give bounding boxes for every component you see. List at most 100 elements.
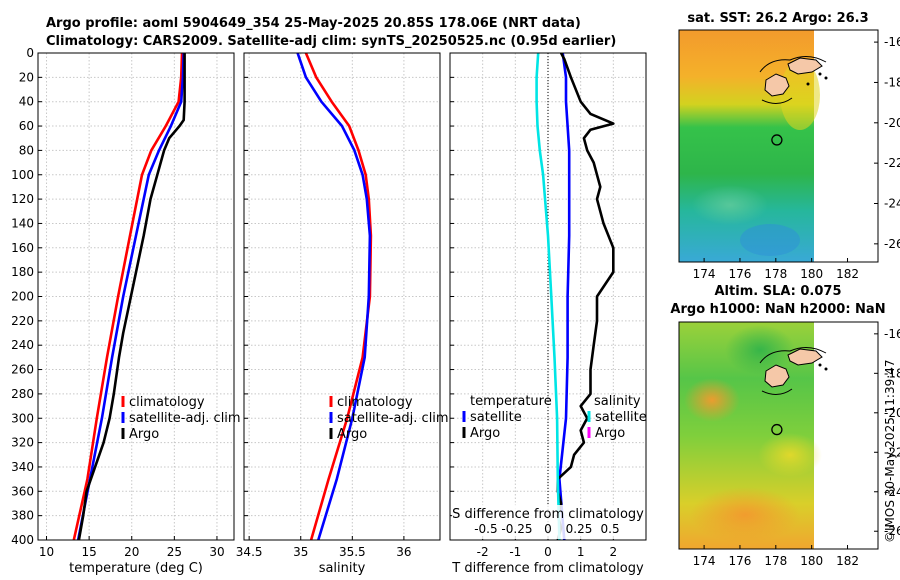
map-y-tick-label: -26 bbox=[884, 237, 900, 251]
map-x-tick-label: 178 bbox=[764, 554, 787, 568]
s-diff-tick-label: -0.25 bbox=[501, 522, 532, 536]
map-x-tick-label: 176 bbox=[729, 267, 752, 281]
map-x-tick-label: 174 bbox=[693, 554, 716, 568]
imos-timestamp: ©IMOS 30-May-2025 11:39:47 bbox=[883, 359, 897, 543]
argo-position-marker bbox=[771, 134, 783, 146]
series-line-climatology bbox=[72, 53, 184, 540]
temperature-legend: climatology satellite-adj. clim Argo bbox=[121, 395, 241, 442]
fiji-island bbox=[764, 364, 790, 388]
x-tick-label: 35.5 bbox=[339, 545, 366, 559]
map-y-tick-label: -16 bbox=[884, 327, 900, 341]
map-x-tick-label: 182 bbox=[836, 267, 859, 281]
y-tick-label: 0 bbox=[26, 46, 34, 60]
s-diff-tick-label: 0.5 bbox=[601, 522, 620, 536]
difference-panel: -2 -1 0 1 2 T difference from climatology bbox=[449, 52, 647, 576]
series-line-argo bbox=[77, 53, 186, 540]
map-sla-land bbox=[759, 347, 828, 395]
x-tick-label: 25 bbox=[167, 545, 182, 559]
series-line-satellite-adj-clim bbox=[296, 53, 372, 540]
y-tick-label: 300 bbox=[11, 411, 34, 425]
series-line-t-argo bbox=[556, 53, 615, 540]
map-sst-land bbox=[759, 56, 828, 104]
legend-label-s-argo: Argo bbox=[595, 426, 625, 441]
y-tick-label: 200 bbox=[11, 290, 34, 304]
y-tick-label: 160 bbox=[11, 241, 34, 255]
s-diff-ticks: -0.5 -0.25 0 0.25 0.5 bbox=[474, 522, 619, 536]
salinity-panel: 34.5 35 35.5 36 salinity bbox=[236, 52, 441, 576]
y-tick-label: 80 bbox=[19, 143, 34, 157]
map-y-tick-label: -20 bbox=[884, 406, 900, 420]
map-sla-title-line2: Argo h1000: NaN h2000: NaN bbox=[670, 302, 885, 317]
difference-legend: temperature salinity satellite Argo sate… bbox=[462, 394, 647, 441]
y-tick-label: 100 bbox=[11, 168, 34, 182]
series-line-climatology bbox=[304, 53, 373, 540]
map-sla-frame bbox=[678, 321, 879, 550]
map-y-tick-label: -18 bbox=[884, 366, 900, 380]
map-sla-title-line1: Altim. SLA: 0.075 bbox=[715, 284, 842, 299]
legend-title-salinity: salinity bbox=[594, 394, 641, 409]
x-tick-label: 2 bbox=[610, 545, 618, 559]
map-sst-anomaly bbox=[780, 60, 820, 130]
x-tick-label: -2 bbox=[477, 545, 489, 559]
salinity-legend: climatology satellite-adj. clim Argo bbox=[329, 395, 449, 442]
temperature-x-axis-label: temperature (deg C) bbox=[69, 561, 203, 576]
reef-outline bbox=[759, 56, 827, 73]
reef-outline bbox=[759, 347, 827, 364]
fiji-island bbox=[787, 57, 823, 75]
map-x-tick-label: 174 bbox=[693, 267, 716, 281]
map-sla: Altim. SLA: 0.075 Argo h1000: NaN h2000:… bbox=[670, 284, 900, 568]
map-sst: sat. SST: 26.2 Argo: 26.3 174 176 178 180 18… bbox=[678, 11, 900, 281]
y-tick-label: 60 bbox=[19, 119, 34, 133]
map-sst-frame bbox=[678, 29, 879, 263]
figure-title-line2: Climatology: CARS2009. Satellite-adj cli… bbox=[46, 34, 616, 49]
map-sla-anomaly bbox=[758, 433, 822, 477]
s-diff-label-backdrop bbox=[452, 505, 644, 539]
y-tick-label: 340 bbox=[11, 460, 34, 474]
map-x-tick-label: 180 bbox=[800, 554, 823, 568]
x-tick-label: -1 bbox=[509, 545, 521, 559]
x-tick-label: 20 bbox=[124, 545, 139, 559]
reef-outline bbox=[761, 388, 793, 395]
y-tick-label: 140 bbox=[11, 216, 34, 230]
map-sla-anomaly bbox=[684, 378, 740, 422]
legend-label-climatology: climatology bbox=[129, 395, 205, 410]
legend-label-climatology: climatology bbox=[337, 395, 413, 410]
x-tick-label: 34.5 bbox=[236, 545, 263, 559]
x-tick-label: 0 bbox=[544, 545, 552, 559]
series-line-s-satellite bbox=[535, 53, 561, 540]
map-sst-title: sat. SST: 26.2 Argo: 26.3 bbox=[687, 11, 868, 26]
y-tick-label: 180 bbox=[11, 265, 34, 279]
islet bbox=[818, 363, 822, 367]
y-tick-label: 280 bbox=[11, 387, 34, 401]
legend-label-t-argo: Argo bbox=[470, 426, 500, 441]
x-tick-label: 36 bbox=[396, 545, 411, 559]
map-y-tick-label: -24 bbox=[884, 196, 900, 210]
x-tick-label: 35 bbox=[293, 545, 308, 559]
map-x-tick-label: 178 bbox=[764, 267, 787, 281]
islet bbox=[824, 76, 828, 80]
islet bbox=[806, 82, 810, 86]
difference-x-axis-label: T difference from climatology bbox=[451, 561, 644, 576]
reef-outline bbox=[761, 97, 793, 104]
legend-label-satellite-clim: satellite-adj. clim bbox=[337, 411, 449, 426]
islet bbox=[824, 367, 828, 371]
s-diff-tick-label: 0.25 bbox=[566, 522, 593, 536]
y-tick-label: 380 bbox=[11, 509, 34, 523]
s-diff-tick-label: -0.5 bbox=[474, 522, 497, 536]
map-sst-anomaly bbox=[740, 224, 800, 256]
temperature-plot-frame bbox=[37, 52, 235, 541]
y-tick-label: 260 bbox=[11, 363, 34, 377]
legend-label-s-satellite: satellite bbox=[595, 410, 647, 425]
y-tick-label: 360 bbox=[11, 484, 34, 498]
argo-position-marker bbox=[771, 423, 783, 436]
temperature-panel: 0 20 40 60 80 100 120 140 160 180 200 220 240 260 280 3… bbox=[11, 46, 235, 576]
map-y-tick-label: -22 bbox=[884, 156, 900, 170]
y-tick-label: 320 bbox=[11, 436, 34, 450]
y-tick-label: 20 bbox=[19, 70, 34, 84]
difference-plot-frame bbox=[449, 52, 647, 541]
map-sst-anomaly bbox=[692, 185, 768, 225]
x-tick-label: 15 bbox=[81, 545, 96, 559]
s-diff-tick-label: 0 bbox=[544, 522, 552, 536]
legend-label-argo: Argo bbox=[337, 427, 367, 442]
